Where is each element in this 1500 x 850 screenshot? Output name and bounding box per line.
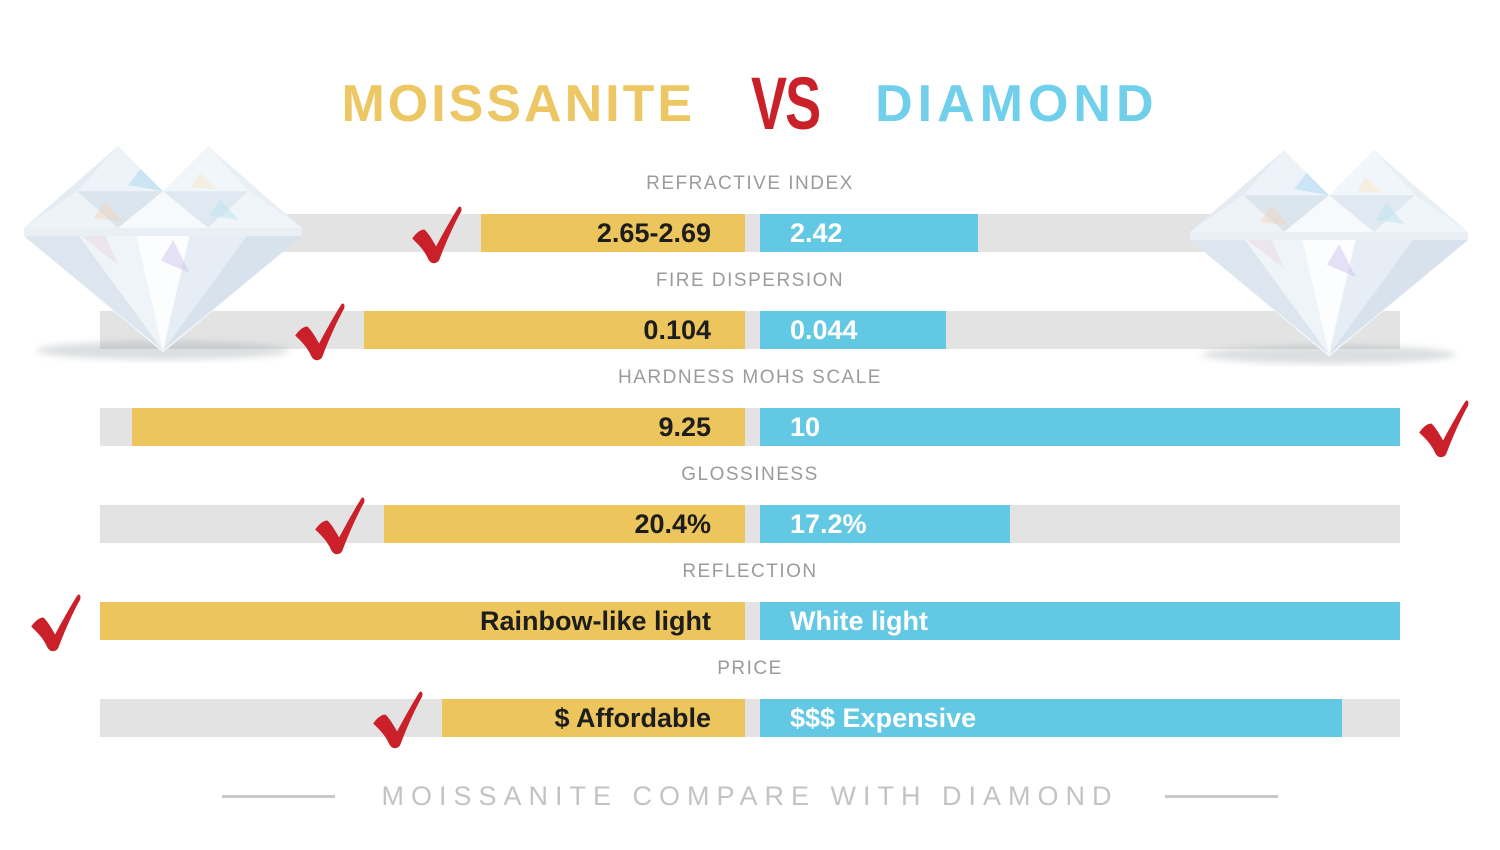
category-label: GLOSSINESS: [681, 464, 819, 485]
category-label: PRICE: [717, 658, 783, 679]
bar-track: [100, 214, 1400, 252]
comparison-row: GLOSSINESS 20.4% 17.2%: [0, 464, 1500, 555]
comparison-row: REFLECTION Rainbow-like light White light: [0, 561, 1500, 652]
winner-check-icon: [315, 497, 365, 555]
moissanite-bar: 9.25: [132, 408, 745, 446]
winner-check-icon: [1419, 400, 1469, 458]
diamond-bar: 2.42: [760, 214, 978, 252]
moissanite-bar: Rainbow-like light: [100, 602, 745, 640]
moissanite-bar: 20.4%: [384, 505, 745, 543]
winner-check-icon: [412, 206, 462, 264]
moissanite-gem-image: [20, 142, 306, 363]
page-title: MOISSANITE VS DIAMOND: [0, 62, 1500, 146]
diamond-bar: 0.044: [760, 311, 946, 349]
winner-check-icon: [295, 303, 345, 361]
diamond-bar: $$$ Expensive: [760, 699, 1342, 737]
title-diamond: DIAMOND: [875, 75, 1159, 133]
category-label: FIRE DISPERSION: [655, 270, 845, 291]
footer-right-line: [1165, 795, 1278, 798]
diamond-bar: 17.2%: [760, 505, 1010, 543]
moissanite-bar: 2.65-2.69: [481, 214, 745, 252]
diamond-gem-image: [1186, 146, 1472, 367]
category-label: HARDNESS MOHS SCALE: [618, 367, 882, 388]
moissanite-bar: $ Affordable: [442, 699, 745, 737]
footer-caption: MOISSANITE COMPARE WITH DIAMOND: [381, 781, 1119, 811]
diamond-bar: 10: [760, 408, 1400, 446]
bar-track: [100, 505, 1400, 543]
footer-left-line: [222, 795, 335, 798]
winner-check-icon: [31, 594, 81, 652]
category-label: REFLECTION: [682, 561, 818, 582]
category-label: REFRACTIVE INDEX: [646, 173, 854, 194]
comparison-row: PRICE $ Affordable $$$ Expensive: [0, 658, 1500, 749]
moissanite-bar: 0.104: [364, 311, 745, 349]
winner-check-icon: [373, 691, 423, 749]
diamond-bar: White light: [760, 602, 1400, 640]
title-vs: VS: [751, 62, 821, 146]
title-moissanite: MOISSANITE: [341, 75, 696, 133]
comparison-row: REFRACTIVE INDEX 2.65-2.69 2.42: [0, 173, 1500, 264]
comparison-row: HARDNESS MOHS SCALE 9.25 10: [0, 367, 1500, 458]
comparison-row: FIRE DISPERSION 0.104 0.044: [0, 270, 1500, 361]
